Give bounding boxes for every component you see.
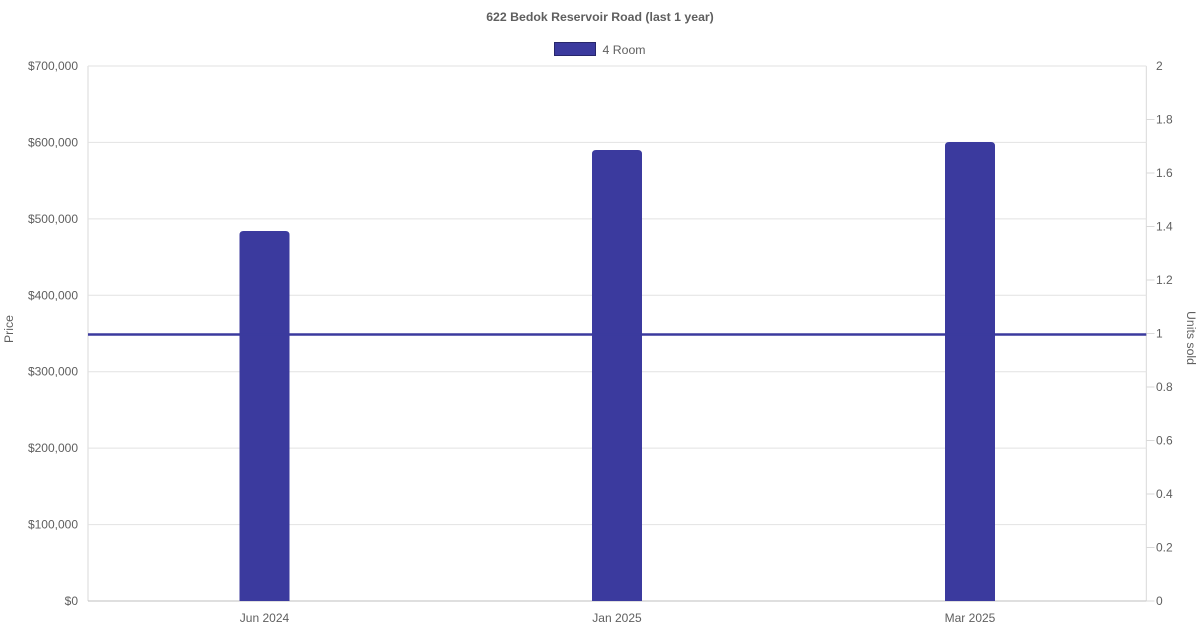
svg-text:$400,000: $400,000: [28, 288, 78, 302]
svg-text:0.6: 0.6: [1156, 434, 1173, 448]
svg-text:Jun 2024: Jun 2024: [240, 611, 290, 625]
svg-text:$500,000: $500,000: [28, 212, 78, 226]
svg-text:0.2: 0.2: [1156, 541, 1173, 555]
svg-text:1.4: 1.4: [1156, 220, 1173, 234]
svg-text:$100,000: $100,000: [28, 518, 78, 532]
svg-text:$0: $0: [65, 594, 79, 608]
svg-text:Jan 2025: Jan 2025: [592, 611, 642, 625]
svg-text:$600,000: $600,000: [28, 135, 78, 149]
svg-text:Mar 2025: Mar 2025: [945, 611, 996, 625]
svg-text:0: 0: [1156, 594, 1163, 608]
svg-text:$200,000: $200,000: [28, 441, 78, 455]
svg-text:0.8: 0.8: [1156, 380, 1173, 394]
svg-text:2: 2: [1156, 59, 1163, 73]
svg-text:1: 1: [1156, 327, 1163, 341]
svg-text:$700,000: $700,000: [28, 59, 78, 73]
svg-text:0.4: 0.4: [1156, 487, 1173, 501]
svg-text:1.6: 1.6: [1156, 166, 1173, 180]
svg-text:1.2: 1.2: [1156, 273, 1173, 287]
svg-text:$300,000: $300,000: [28, 365, 78, 379]
svg-text:1.8: 1.8: [1156, 113, 1173, 127]
